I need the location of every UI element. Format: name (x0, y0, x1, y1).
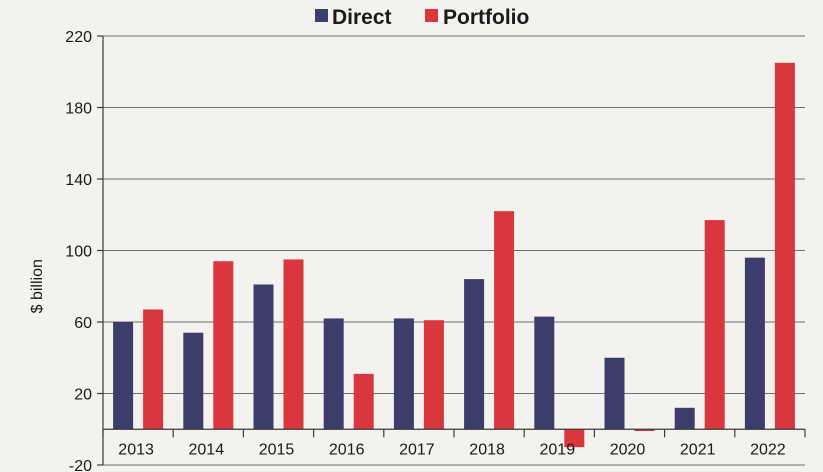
y-tick-labels: -20 20 60 100 140 180 220 (65, 29, 103, 472)
y-tick-label: 100 (65, 244, 92, 261)
x-tick-label: 2019 (540, 441, 576, 458)
y-tick-label: -20 (69, 458, 92, 472)
x-tick-label: 2015 (259, 441, 295, 458)
legend-swatch-portfolio (425, 9, 438, 22)
y-axis-label: $ billion (29, 259, 46, 313)
bar-direct-2016 (323, 318, 344, 430)
gridlines (103, 35, 805, 466)
bar-direct-2018 (464, 279, 485, 430)
y-tick-label: 140 (65, 172, 92, 189)
bar-direct-2017 (393, 318, 414, 430)
y-tick-label: 220 (65, 29, 92, 46)
bar-direct-2019 (534, 316, 555, 430)
bar-portfolio-2017 (423, 320, 444, 430)
x-tick-label: 2022 (750, 441, 786, 458)
bar-portfolio-2021 (704, 220, 725, 430)
legend: Direct Portfolio (315, 6, 529, 29)
bars (113, 62, 795, 448)
bar-direct-2015 (253, 284, 274, 430)
bar-portfolio-2014 (213, 261, 234, 430)
x-tick-label: 2016 (329, 441, 365, 458)
x-tick-label: 2018 (469, 441, 505, 458)
bar-portfolio-2019 (564, 429, 585, 448)
bar-direct-2014 (183, 332, 204, 430)
x-tick-label: 2013 (118, 441, 154, 458)
x-tick-label: 2014 (189, 441, 225, 458)
bar-portfolio-2013 (143, 309, 164, 430)
x-tick-labels: 2013 2014 2015 2016 2017 2018 2019 2020 2021 2022 (102, 429, 806, 458)
y-tick-label: 60 (74, 315, 92, 332)
bar-direct-2013 (113, 322, 134, 430)
legend-label-portfolio: Portfolio (443, 6, 529, 29)
bar-direct-2021 (674, 407, 695, 430)
bar-portfolio-2018 (494, 211, 515, 430)
bar-direct-2020 (604, 357, 625, 430)
bar-direct-2022 (744, 257, 765, 430)
y-tick-label: 180 (65, 101, 92, 118)
bar-portfolio-2015 (283, 259, 304, 430)
bar-portfolio-2022 (774, 62, 795, 430)
x-tick-label: 2017 (399, 441, 435, 458)
x-tick-label: 2020 (610, 441, 646, 458)
legend-swatch-direct (315, 9, 328, 22)
bar-portfolio-2016 (353, 373, 374, 430)
x-tick-label: 2021 (680, 441, 716, 458)
y-tick-label: 20 (74, 387, 92, 404)
bar-portfolio-2020 (634, 429, 655, 432)
legend-label-direct: Direct (332, 6, 392, 29)
